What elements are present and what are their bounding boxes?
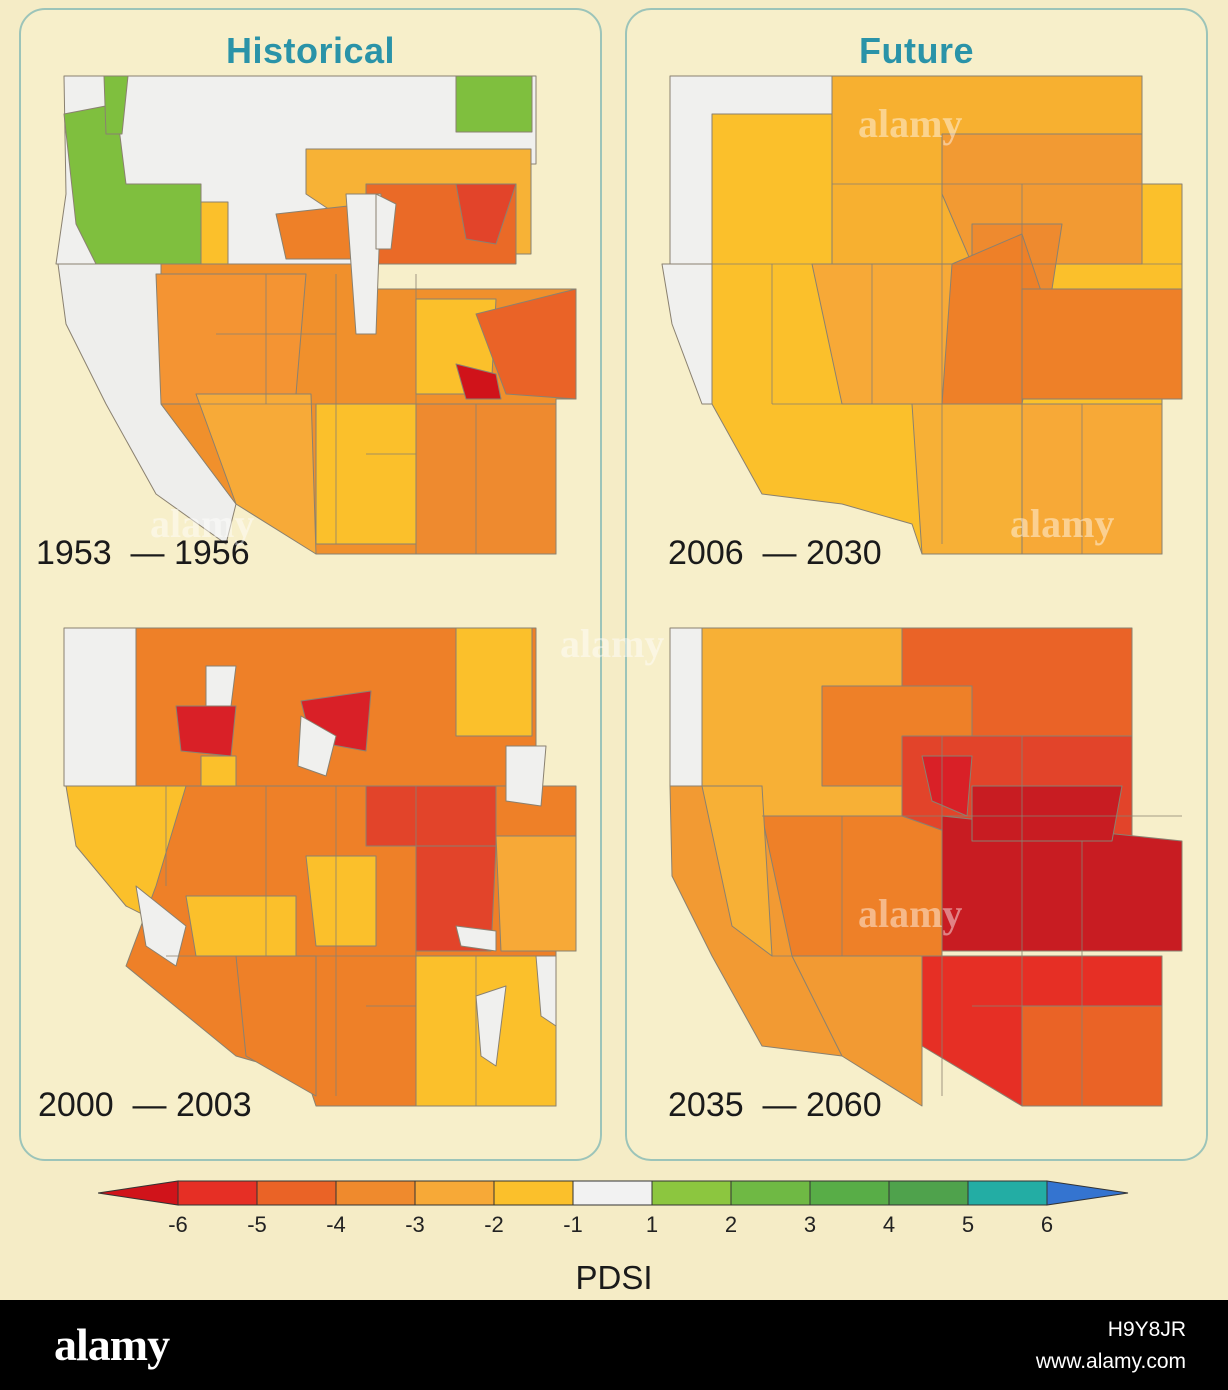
alamy-logo: alamy	[54, 1319, 170, 1370]
period-label-1953-1956: 1953 — 1956	[36, 534, 250, 572]
colorbar-tick: -5	[247, 1212, 267, 1237]
colorbar-label: PDSI	[575, 1259, 653, 1296]
map-future-2035-2060	[669, 627, 1183, 1107]
colorbar-swatch	[177, 1180, 258, 1206]
colorbar-tick: 4	[882, 1212, 896, 1237]
map-historical-2000-2003	[63, 627, 577, 1107]
colorbar-swatch	[256, 1180, 337, 1206]
colorbar-swatch	[888, 1180, 969, 1206]
colorbar-swatch	[651, 1180, 732, 1206]
map-future-2006-2030	[661, 75, 1183, 555]
colorbar-tick: -3	[405, 1212, 425, 1237]
colorbar-arrow-left	[98, 1180, 179, 1206]
stock-footer	[0, 1300, 1228, 1390]
colorbar-tick: -4	[326, 1212, 346, 1237]
pdsi-colorbar	[98, 1180, 1129, 1206]
colorbar-swatch	[414, 1180, 495, 1206]
colorbar-tick: -6	[168, 1212, 188, 1237]
footer-url: www.alamy.com	[1035, 1350, 1186, 1373]
future-title: Future	[859, 30, 974, 71]
period-label-2035-2060: 2035 — 2060	[668, 1086, 882, 1124]
period-label-2000-2003: 2000 — 2003	[38, 1086, 252, 1124]
colorbar-arrow-right	[1046, 1180, 1129, 1206]
colorbar-swatch	[335, 1180, 416, 1206]
period-label-2006-2030: 2006 — 2030	[668, 534, 882, 572]
historical-title: Historical	[225, 30, 396, 71]
colorbar-tick: 6	[1040, 1212, 1054, 1237]
map-historical-1953-1956	[55, 75, 577, 555]
colorbar-tick: -2	[484, 1212, 504, 1237]
colorbar-swatch	[809, 1180, 890, 1206]
colorbar-swatch	[572, 1180, 653, 1206]
colorbar-tick: 2	[724, 1212, 738, 1237]
colorbar-tick: 1	[645, 1212, 659, 1237]
colorbar-swatch	[967, 1180, 1048, 1206]
colorbar-tick: -1	[563, 1212, 583, 1237]
colorbar-tick: 3	[803, 1212, 817, 1237]
colorbar-swatch	[493, 1180, 574, 1206]
colorbar-swatch	[730, 1180, 811, 1206]
colorbar-tick: 5	[961, 1212, 975, 1237]
image-id: H9Y8JR	[1107, 1318, 1186, 1341]
